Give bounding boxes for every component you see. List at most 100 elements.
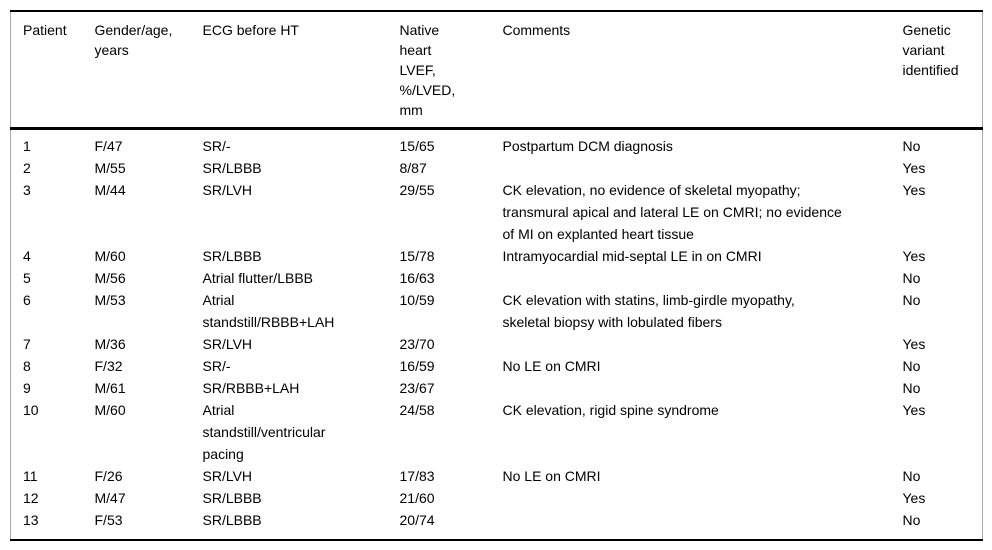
- ecg-cell: SR/-: [203, 355, 400, 377]
- patient-cell-text: 7: [23, 336, 31, 352]
- table-row: 11 F/26 SR/LVH 17/83 No LE on CMRI No: [11, 465, 983, 487]
- patient-characteristics-table: Patient Gender/age, years ECG before HT …: [10, 10, 983, 541]
- column-header-label: Genetic variant identified: [902, 22, 959, 78]
- patient-cell-text: 12: [23, 490, 39, 506]
- column-header-label: Patient: [23, 22, 67, 38]
- gender-age-cell-text: F/53: [94, 512, 123, 528]
- lvef-lved-cell: 16/59: [400, 355, 503, 377]
- table-row: 10 M/60 Atrial standstill/ventricular paci…: [11, 399, 983, 465]
- genetic-variant-cell-text: Yes: [902, 160, 926, 176]
- patient-cell: 4: [11, 245, 95, 267]
- gender-age-cell-text: M/56: [94, 270, 126, 286]
- comments-cell-text: CK elevation with statins, limb-girdle m…: [502, 292, 795, 330]
- lvef-lved-cell-text: 17/83: [399, 468, 435, 484]
- ecg-cell: SR/RBBB+LAH: [203, 377, 400, 399]
- patient-cell: 7: [11, 333, 95, 355]
- lvef-lved-cell: 16/63: [400, 267, 503, 289]
- gender-age-cell-text: M/47: [94, 490, 126, 506]
- ecg-cell-text: SR/-: [202, 358, 231, 374]
- lvef-lved-cell: 17/83: [400, 465, 503, 487]
- patient-cell: 13: [11, 509, 95, 540]
- column-header-label: ECG before HT: [202, 22, 299, 38]
- patient-cell: 3: [11, 179, 95, 245]
- table-header: Patient Gender/age, years ECG before HT …: [10, 11, 983, 130]
- gender-age-cell: F/32: [95, 355, 203, 377]
- ecg-cell: SR/LBBB: [203, 245, 400, 267]
- patient-cell: 6: [11, 289, 95, 333]
- gender-age-cell-text: M/60: [94, 248, 126, 264]
- gender-age-cell: M/61: [95, 377, 203, 399]
- comments-cell: Postpartum DCM diagnosis: [503, 129, 903, 158]
- lvef-lved-cell-text: 20/74: [399, 512, 435, 528]
- patient-cell: 1: [11, 129, 95, 158]
- patient-cell: 9: [11, 377, 95, 399]
- comments-cell: No LE on CMRI: [503, 465, 903, 487]
- ecg-cell-text: SR/LBBB: [202, 160, 262, 176]
- gender-age-cell: F/53: [95, 509, 203, 540]
- table-row: 4 M/60 SR/LBBB 15/78 Intramyocardial mid-sep…: [11, 245, 983, 267]
- ecg-cell: Atrial standstill/RBBB+LAH: [203, 289, 400, 333]
- genetic-variant-cell: No: [903, 355, 983, 377]
- genetic-variant-cell-text: No: [902, 292, 921, 308]
- lvef-lved-cell-text: 8/87: [399, 160, 427, 176]
- genetic-variant-cell: Yes: [903, 245, 983, 267]
- genetic-variant-cell-text: No: [902, 270, 921, 286]
- ecg-cell: SR/LVH: [203, 333, 400, 355]
- ecg-cell: Atrial standstill/ventricular pacing: [203, 399, 400, 465]
- lvef-lved-cell: 23/67: [400, 377, 503, 399]
- ecg-cell-text: Atrial standstill/RBBB+LAH: [202, 292, 335, 330]
- comments-cell-text: No LE on CMRI: [502, 468, 601, 484]
- gender-age-cell: M/36: [95, 333, 203, 355]
- gender-age-cell-text: M/36: [94, 336, 126, 352]
- lvef-lved-cell: 8/87: [400, 157, 503, 179]
- genetic-variant-cell-text: No: [902, 380, 921, 396]
- header-row: Patient Gender/age, years ECG before HT …: [10, 11, 983, 130]
- patient-cell: 10: [11, 399, 95, 465]
- comments-cell-text: Postpartum DCM diagnosis: [502, 138, 673, 154]
- gender-age-cell: M/60: [95, 399, 203, 465]
- table-row: 12 M/47 SR/LBBB 21/60 Yes: [11, 487, 983, 509]
- table-row: 6 M/53 Atrial standstill/RBBB+LAH 10/59 CK e…: [11, 289, 983, 333]
- comments-cell: No LE on CMRI: [503, 355, 903, 377]
- gender-age-cell: M/53: [95, 289, 203, 333]
- lvef-lved-cell: 20/74: [400, 509, 503, 540]
- lvef-lved-cell-text: 15/65: [399, 138, 435, 154]
- gender-age-cell-text: M/53: [94, 292, 126, 308]
- ecg-cell-text: SR/LVH: [202, 468, 253, 484]
- comments-cell: CK elevation with statins, limb-girdle m…: [503, 289, 903, 333]
- lvef-lved-cell: 15/78: [400, 245, 503, 267]
- lvef-lved-cell: 24/58: [400, 399, 503, 465]
- gender-age-cell: M/60: [95, 245, 203, 267]
- table-row: 3 M/44 SR/LVH 29/55 CK elevation, no evidenc…: [11, 179, 983, 245]
- ecg-cell-text: Atrial flutter/LBBB: [202, 270, 314, 286]
- patient-cell-text: 11: [23, 468, 38, 484]
- ecg-cell-text: Atrial standstill/ventricular pacing: [202, 402, 326, 462]
- lvef-lved-cell: 23/70: [400, 333, 503, 355]
- gender-age-cell-text: M/61: [94, 380, 126, 396]
- ecg-cell: SR/-: [203, 129, 400, 158]
- ecg-cell-text: SR/LVH: [202, 182, 253, 198]
- comments-cell: [503, 333, 903, 355]
- ecg-cell-text: SR/LBBB: [202, 248, 262, 264]
- ecg-cell: SR/LVH: [203, 465, 400, 487]
- genetic-variant-cell-text: Yes: [902, 248, 926, 264]
- genetic-variant-cell: Yes: [903, 333, 983, 355]
- column-header-gender-age: Gender/age, years: [94, 11, 203, 130]
- lvef-lved-cell-text: 16/59: [399, 358, 435, 374]
- genetic-variant-cell-text: Yes: [902, 402, 926, 418]
- genetic-variant-cell-text: Yes: [902, 182, 926, 198]
- genetic-variant-cell: No: [903, 289, 983, 333]
- ecg-cell: Atrial flutter/LBBB: [203, 267, 400, 289]
- genetic-variant-cell: No: [903, 509, 983, 540]
- patient-cell-text: 1: [23, 138, 31, 154]
- genetic-variant-cell: No: [903, 267, 983, 289]
- genetic-variant-cell: Yes: [903, 157, 983, 179]
- patient-cell-text: 8: [23, 358, 31, 374]
- genetic-variant-cell: Yes: [903, 179, 983, 245]
- comments-cell-text: CK elevation, no evidence of skeletal my…: [502, 182, 842, 242]
- column-header-label: Gender/age, years: [94, 22, 173, 58]
- comments-cell: [503, 487, 903, 509]
- comments-cell: [503, 157, 903, 179]
- table-row: 8 F/32 SR/- 16/59 No LE on CMRI No: [11, 355, 983, 377]
- column-header-ecg-before-ht: ECG before HT: [202, 11, 400, 130]
